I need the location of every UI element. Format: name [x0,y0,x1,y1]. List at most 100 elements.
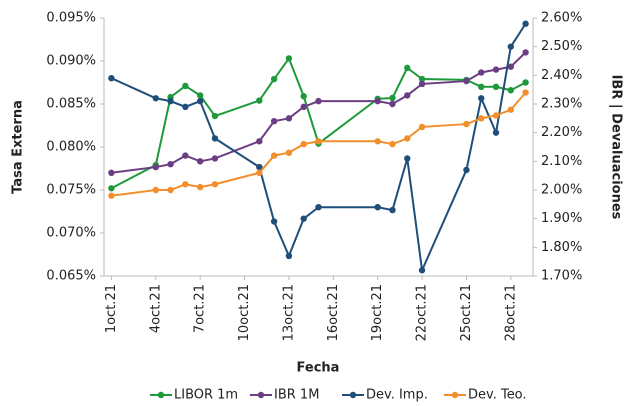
point [256,163,263,171]
point [522,89,529,96]
point [478,115,485,122]
y-tick-label: 0.075% [46,183,96,198]
point [285,149,293,156]
point [374,204,381,211]
legend-swatch-dot [157,391,165,399]
y2-tick-label: 1.80% [541,240,582,255]
point [211,155,219,162]
x-tick-label: 28oct.21 [503,284,518,341]
x-tick-label: 1oct.21 [104,284,119,333]
y-tick-label: 0.070% [46,226,96,241]
point [463,120,470,128]
series-line [110,23,527,274]
x-tick-label: 16oct.21 [326,284,341,341]
point [404,135,411,142]
point [389,100,396,108]
point [418,123,426,131]
point [522,49,529,56]
legend-label: Dev. Imp. [366,388,428,403]
y2-axis-title: IBR | Devaluaciones [609,75,624,220]
point [522,20,529,27]
x-tick-label: 19oct.21 [370,284,385,341]
point [300,140,307,148]
point [196,158,204,165]
point [507,43,515,50]
point [152,95,159,102]
point [270,218,278,225]
point [300,93,307,100]
point [182,181,189,188]
point [167,97,174,105]
point [182,103,189,111]
legend-label: IBR 1M [274,388,319,403]
point [152,163,159,171]
point [211,181,219,188]
point [256,97,263,104]
point [152,186,159,194]
point [492,112,500,119]
point [108,169,115,176]
point [300,103,307,111]
point [211,112,219,120]
point [389,94,396,102]
point [315,97,322,105]
x-tick-label: 25oct.21 [459,284,474,341]
point [211,135,219,142]
point [463,166,470,174]
point [374,138,381,145]
point [374,97,381,105]
legend-label: Dev. Teo. [468,388,527,403]
point [478,69,485,76]
legend-swatch-dot [349,391,357,399]
point [315,138,322,145]
point [389,206,396,214]
point [270,75,278,83]
point [492,129,500,136]
point [167,186,174,194]
point [285,252,293,260]
point [404,64,411,72]
point [300,215,307,222]
point [285,55,293,62]
point [315,204,322,211]
point [108,185,115,192]
y2-tick-label: 1.90% [541,211,582,226]
x-tick-label: 7oct.21 [193,284,208,333]
point [507,106,515,113]
x-tick-label: 4oct.21 [148,284,163,333]
y2-tick-label: 2.40% [541,68,582,83]
x-tick-label: 22oct.21 [415,284,430,341]
y-tick-label: 0.080% [46,140,96,155]
point [492,83,500,91]
y2-tick-label: 2.50% [541,39,582,54]
point [404,92,411,99]
x-axis-title: Fecha [297,361,340,376]
point [270,118,278,125]
y-tick-label: 0.090% [46,54,96,69]
point [196,183,204,191]
point [256,169,263,176]
legend-swatch-dot [257,391,265,399]
point [507,87,515,94]
y-tick-label: 0.085% [46,97,96,112]
point [522,79,529,86]
point [196,97,204,105]
point [196,92,204,99]
point [418,75,426,83]
x-tick-label: 13oct.21 [281,284,296,341]
point [463,77,470,85]
point [492,66,500,73]
y2-tick-label: 2.00% [541,183,582,198]
point [478,95,485,102]
point [507,63,515,70]
point [108,75,115,82]
y-axis-title: Tasa Externa [11,100,26,194]
point [285,115,293,122]
y2-tick-label: 2.60% [541,11,582,26]
point [418,267,426,274]
y2-tick-label: 2.30% [541,97,582,112]
point [270,152,278,159]
y2-tick-label: 1.70% [541,269,582,284]
